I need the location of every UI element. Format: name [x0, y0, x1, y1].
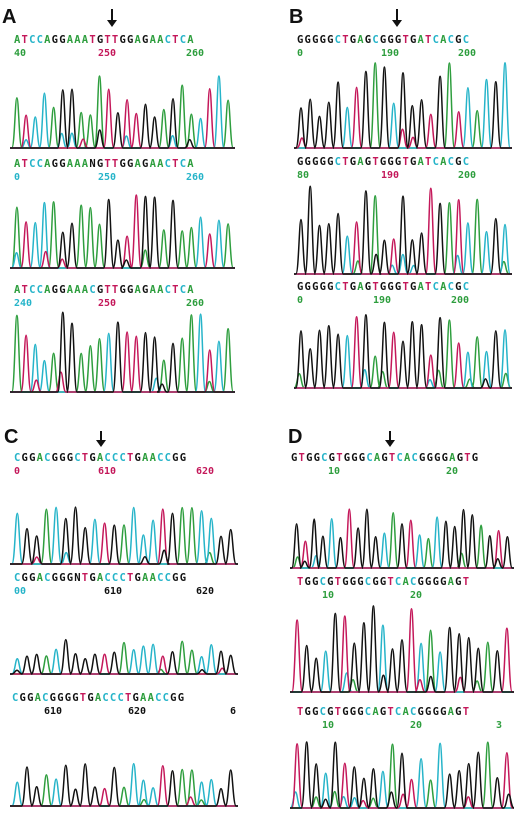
seq-a-2: ATCCAGGAAANGTTGGAGAACTCA	[14, 158, 195, 170]
chromatogram-d-2	[290, 605, 514, 693]
pos-c-1-2: 610	[98, 466, 117, 477]
trace-g-signal	[10, 506, 238, 565]
trace-c-signal	[10, 201, 235, 269]
seq-d-2: TGGCGTGGGCGGTCACGGGGAGT	[297, 576, 471, 588]
seq-c-3: CGGACGGGGTGACCCTGAACCGG	[12, 692, 186, 704]
trace-g-signal	[10, 88, 235, 149]
pos-d-3-2: 20	[410, 720, 423, 731]
trace-g-signal	[294, 313, 512, 389]
pos-d-3-1: 10	[322, 720, 335, 731]
chromatogram-c-3	[10, 762, 238, 807]
trace-t-signal	[290, 743, 514, 809]
pos-c-3-1: 610	[44, 706, 63, 717]
chromatogram-a-3	[10, 311, 235, 393]
pos-b-2-2: 190	[381, 170, 400, 181]
pos-c-2-1: 00	[14, 586, 27, 597]
pos-a-3-2: 250	[98, 298, 117, 309]
trace-t-signal	[10, 653, 238, 675]
trace-g-signal	[10, 763, 238, 807]
seq-b-2: GGGGGCTGAGTGGGTGATCACGC	[297, 156, 471, 168]
pos-c-1-1: 0	[14, 466, 21, 477]
chromatogram-b-3	[293, 313, 512, 389]
pos-a-3-1: 240	[14, 298, 33, 309]
trace-c-signal	[10, 762, 238, 807]
pos-b-3-1: 0	[297, 295, 304, 306]
chromatogram-c-1	[10, 506, 238, 565]
pos-a-2-1: 0	[14, 172, 21, 183]
pos-a-1-3: 260	[186, 48, 205, 59]
seq-b-3: GGGGGCTGAGTGGGTGATCACGC	[297, 281, 471, 293]
pos-c-2-2: 610	[104, 586, 123, 597]
trace-g-signal	[10, 638, 238, 675]
pos-c-3-2: 620	[128, 706, 147, 717]
pos-b-1-3: 200	[458, 48, 477, 59]
trace-c-signal	[290, 624, 514, 693]
trace-a-signal	[10, 640, 238, 675]
mutation-arrow-b	[392, 9, 402, 27]
seq-b-1: GGGGGCTGAGCGGGTGATCACGC	[297, 34, 471, 46]
trace-t-signal	[290, 608, 514, 693]
pos-b-3-2: 190	[373, 295, 392, 306]
seq-d-1: GTGGCGTGGGCAGTCACGGGGAGTG	[291, 452, 480, 464]
trace-g-signal	[10, 311, 235, 393]
mutation-arrow-c	[96, 431, 106, 447]
pos-c-2-3: 620	[196, 586, 215, 597]
trace-a-signal	[10, 201, 235, 269]
seq-c-2: CGGACGGGNTGACCCTGAACCGG	[14, 572, 188, 584]
pos-d-1-2: 20	[446, 466, 459, 477]
chromatogram-b-2	[294, 185, 512, 275]
seq-a-3: ATCCAGGAAACGTTGGAGAACTCA	[14, 284, 195, 296]
pos-d-1-1: 10	[328, 466, 341, 477]
trace-c-signal	[10, 643, 238, 675]
pos-b-1-1: 0	[297, 48, 304, 59]
pos-a-3-3: 260	[186, 298, 205, 309]
chromatogram-a-2	[10, 194, 235, 269]
chromatogram-d-3	[289, 741, 515, 809]
chromatogram-b-1	[294, 62, 512, 149]
trace-g-signal	[294, 185, 512, 275]
panel-label-b: B	[289, 6, 304, 28]
trace-g-signal	[290, 741, 515, 809]
trace-g-signal	[10, 195, 235, 269]
pos-c-1-3: 620	[196, 466, 215, 477]
panel-label-d: D	[288, 426, 303, 448]
pos-b-3-3: 200	[451, 295, 470, 306]
mutation-arrow-d	[385, 431, 395, 447]
chromatogram-c-2	[10, 638, 238, 675]
trace-a-signal	[10, 75, 235, 149]
pos-b-2-1: 80	[297, 170, 310, 181]
seq-a-1: ATCCAGGAAATGTTGGAGAACTCA	[14, 34, 195, 46]
seq-c-1: CGGACGGGCTGACCCTGAACCGG	[14, 452, 188, 464]
panel-label-c: C	[4, 426, 19, 448]
trace-c-signal	[10, 75, 235, 149]
trace-c-signal	[10, 506, 238, 565]
trace-a-signal	[294, 194, 512, 275]
trace-g-signal	[294, 66, 512, 149]
chromatogram-a-1	[10, 75, 235, 149]
pos-b-2-3: 200	[458, 170, 477, 181]
trace-c-signal	[294, 62, 512, 149]
trace-g-signal	[290, 508, 514, 569]
pos-d-2-1: 10	[322, 590, 335, 601]
panel-label-a: A	[2, 6, 17, 28]
pos-d-2-2: 20	[410, 590, 423, 601]
chromatogram-d-1	[290, 508, 514, 569]
pos-c-3-3: 6	[230, 706, 237, 717]
trace-t-signal	[10, 508, 238, 565]
trace-t-signal	[294, 316, 512, 389]
pos-a-1-1: 40	[14, 48, 27, 59]
pos-a-2-2: 250	[98, 172, 117, 183]
trace-t-signal	[294, 187, 512, 275]
pos-b-1-2: 190	[381, 48, 400, 59]
trace-a-signal	[294, 62, 512, 149]
pos-d-3-3: 3	[496, 720, 503, 731]
trace-t-signal	[10, 765, 238, 807]
pos-a-2-3: 260	[186, 172, 205, 183]
pos-a-1-2: 250	[98, 48, 117, 59]
trace-c-signal	[10, 313, 235, 393]
seq-d-3: TGGCGTGGGCAGTCACGGGGAGT	[297, 706, 471, 718]
mutation-arrow-a	[107, 9, 117, 27]
trace-g-signal	[290, 605, 514, 693]
